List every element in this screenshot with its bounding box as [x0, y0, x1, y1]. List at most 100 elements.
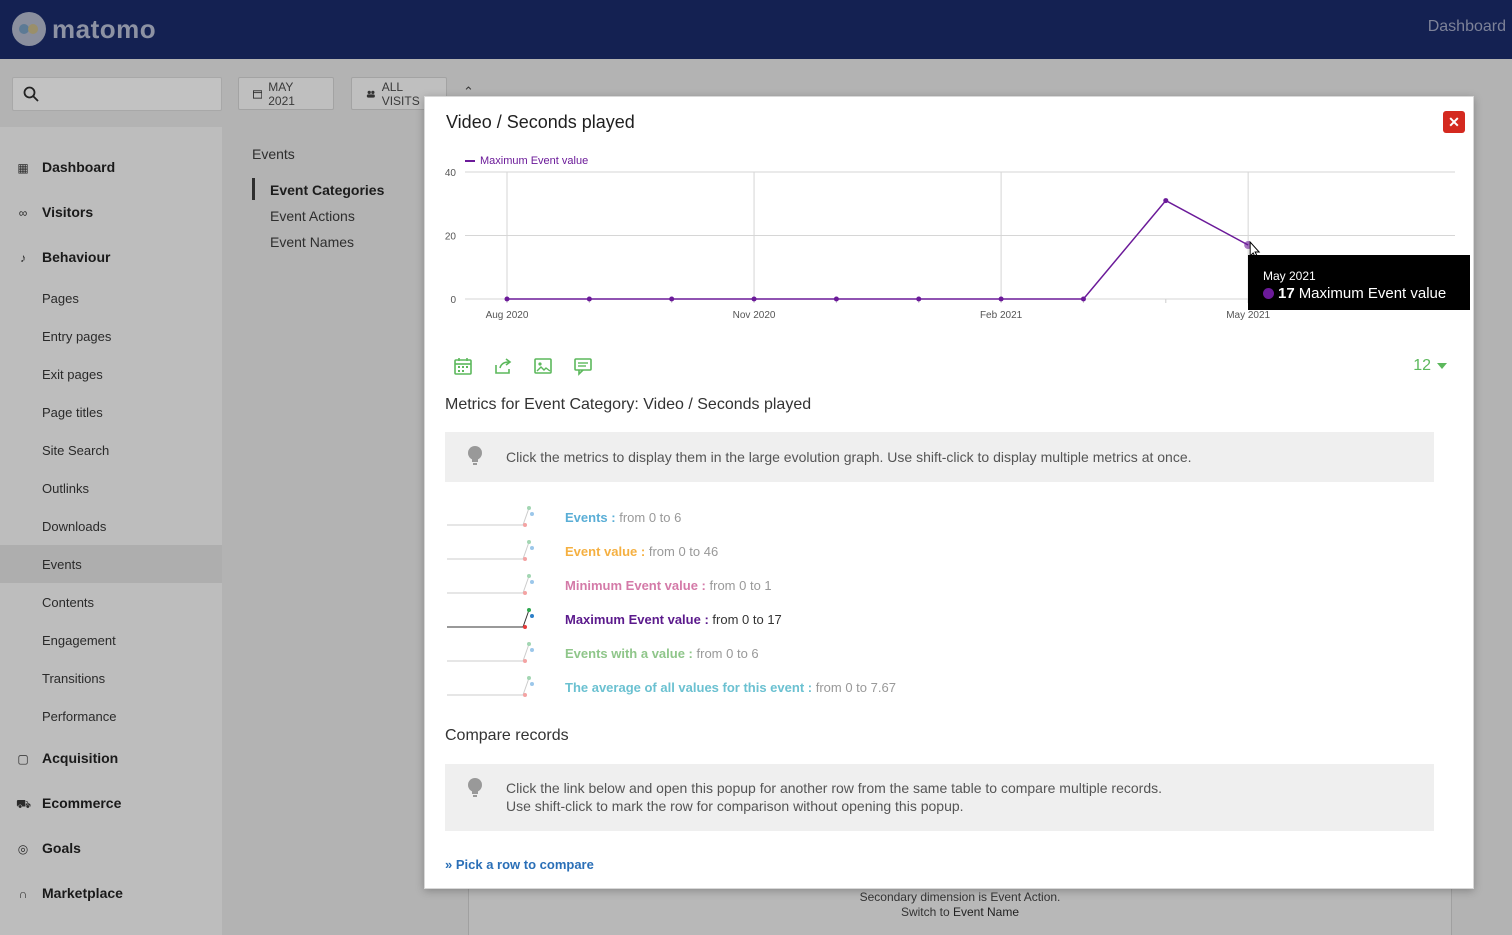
x-tick-label: Nov 2020 — [733, 310, 776, 321]
x-tick-label: Aug 2020 — [486, 310, 529, 321]
metric-row[interactable]: Maximum Event value : from 0 to 17 — [445, 606, 1145, 636]
sidebar-item-visitors[interactable]: Visitors — [42, 204, 94, 220]
pick-row-to-compare-link[interactable]: » Pick a row to compare — [445, 857, 594, 872]
metrics-hint-box: Click the metrics to display them in the… — [445, 432, 1434, 482]
period-limit-dropdown[interactable]: 12 — [1413, 357, 1447, 375]
data-point — [669, 296, 675, 302]
collapse-chevron-icon[interactable]: ⌃ — [463, 84, 474, 99]
compare-heading: Compare records — [445, 727, 569, 744]
sidebar-subitem-performance[interactable]: Performance — [42, 709, 117, 724]
sidebar-subitem-outlinks[interactable]: Outlinks — [42, 481, 89, 496]
metric-sparkline — [447, 676, 534, 697]
date-selector-button[interactable]: MAY 2021 — [238, 77, 334, 110]
metric-range: from 0 to 6 — [696, 646, 759, 661]
sidebar-item-acquisition[interactable]: Acquisition — [42, 750, 119, 766]
y-tick-label: 20 — [445, 232, 457, 243]
top-bar: matomo Dashboard — [0, 0, 1512, 59]
metrics-hint-text: Click the metrics to display them in the… — [506, 449, 1192, 465]
period-calendar-icon[interactable] — [453, 356, 473, 376]
annotation-icon[interactable] — [573, 356, 593, 376]
metric-name: Maximum Event value : — [565, 612, 709, 627]
close-button[interactable]: ✕ — [1443, 111, 1465, 133]
metric-row[interactable]: The average of all values for this event… — [445, 674, 1145, 704]
subnav-item-event-actions[interactable]: Event Actions — [270, 208, 355, 224]
export-icon[interactable] — [493, 356, 513, 376]
sidebar-subitem-downloads[interactable]: Downloads — [42, 519, 107, 534]
search-icon — [23, 86, 39, 102]
search-input[interactable] — [12, 77, 222, 111]
data-point — [916, 296, 922, 302]
sidebar — [0, 127, 222, 935]
metric-sparkline — [447, 574, 534, 595]
metric-row[interactable]: Events : from 0 to 6 — [445, 504, 1145, 534]
calendar-icon: ▢ — [17, 752, 29, 766]
modal-title: Video / Seconds played — [446, 112, 635, 132]
data-point — [1163, 198, 1169, 204]
metric-row[interactable]: Events with a value : from 0 to 6 — [445, 640, 1145, 670]
metric-sparkline — [447, 506, 534, 527]
subnav-item-event-categories[interactable]: Event Categories — [270, 182, 385, 198]
metric-row[interactable]: Minimum Event value : from 0 to 1 — [445, 572, 1145, 602]
tooltip-value-row: 17 Maximum Event value — [1263, 285, 1455, 302]
x-tick-label: Feb 2021 — [980, 310, 1023, 321]
sidebar-subitem-site-search[interactable]: Site Search — [42, 443, 110, 458]
sidebar-active-highlight — [0, 545, 222, 583]
sidebar-subitem-events[interactable]: Events — [42, 557, 82, 572]
sidebar-subitem-page-titles[interactable]: Page titles — [42, 405, 103, 420]
grid-icon: ▦ — [17, 161, 29, 175]
sidebar-subitem-pages[interactable]: Pages — [42, 291, 79, 306]
close-icon: ✕ — [1448, 114, 1460, 130]
sidebar-item-dashboard[interactable]: Dashboard — [42, 159, 116, 175]
tooltip-label: Maximum Event value — [1298, 285, 1447, 302]
row-evolution-modal: Video / Seconds played ✕ Maximum Event v… — [424, 96, 1474, 889]
chart-legend[interactable]: Maximum Event value — [465, 155, 588, 167]
compare-hint-line1: Click the link below and open this popup… — [506, 780, 1163, 796]
period-limit-value: 12 — [1413, 357, 1431, 374]
switch-prefix: Switch to — [900, 905, 953, 919]
data-point — [586, 296, 592, 302]
metric-label[interactable]: The average of all values for this event… — [565, 680, 896, 695]
sidebar-subitem-contents[interactable]: Contents — [42, 595, 95, 610]
metric-name: Minimum Event value : — [565, 578, 706, 593]
compare-hint-box: Click the link below and open this popup… — [445, 764, 1434, 831]
date-label: MAY 2021 — [268, 79, 295, 108]
metric-label[interactable]: Events with a value : from 0 to 6 — [565, 646, 759, 661]
compare-hint-line2: Use shift-click to mark the row for comp… — [506, 798, 964, 814]
matomo-logo[interactable]: matomo — [12, 12, 156, 46]
metric-label[interactable]: Maximum Event value : from 0 to 17 — [565, 612, 782, 627]
sidebar-item-goals[interactable]: Goals — [42, 840, 81, 856]
metric-label[interactable]: Minimum Event value : from 0 to 1 — [565, 578, 772, 593]
metric-range: from 0 to 17 — [712, 612, 782, 627]
sidebar-item-ecommerce[interactable]: Ecommerce — [42, 795, 122, 811]
image-icon[interactable] — [533, 356, 553, 376]
metric-label[interactable]: Event value : from 0 to 46 — [565, 544, 718, 559]
segment-label: ALL VISITS — [381, 79, 420, 108]
logo-text: matomo — [52, 13, 157, 44]
subnav-item-event-names[interactable]: Event Names — [270, 234, 355, 250]
switch-dimension-text: Switch to Event Name — [468, 905, 1452, 919]
metric-name: Event value : — [565, 544, 646, 559]
sidebar-subitem-exit-pages[interactable]: Exit pages — [42, 367, 103, 382]
sidebar-subitem-transitions[interactable]: Transitions — [42, 671, 106, 686]
sidebar-subitem-entry-pages[interactable]: Entry pages — [42, 329, 112, 344]
metric-row[interactable]: Event value : from 0 to 46 — [445, 538, 1145, 568]
sidebar-subitem-engagement[interactable]: Engagement — [42, 633, 116, 648]
sidebar-item-marketplace[interactable]: Marketplace — [42, 885, 123, 901]
switch-event-name-link[interactable]: Event Name — [953, 905, 1020, 919]
metric-label[interactable]: Events : from 0 to 6 — [565, 510, 681, 525]
metric-sparkline — [447, 642, 534, 663]
secondary-dimension-text: Secondary dimension is Event Action. — [859, 890, 1061, 904]
lightbulb-icon — [468, 446, 482, 465]
metric-name: Events with a value : — [565, 646, 693, 661]
lightbulb-icon — [468, 778, 482, 797]
users-icon — [366, 90, 375, 98]
header-dashboard-link[interactable]: Dashboard — [1427, 18, 1506, 35]
target-icon: ◎ — [17, 842, 29, 856]
sidebar-item-behaviour[interactable]: Behaviour — [42, 249, 111, 265]
chevron-down-icon — [1437, 363, 1447, 369]
metrics-heading: Metrics for Event Category: Video / Seco… — [445, 396, 812, 413]
data-point — [751, 296, 757, 302]
calendar-icon — [253, 89, 263, 99]
data-point — [504, 296, 510, 302]
chart-tools — [453, 356, 593, 376]
